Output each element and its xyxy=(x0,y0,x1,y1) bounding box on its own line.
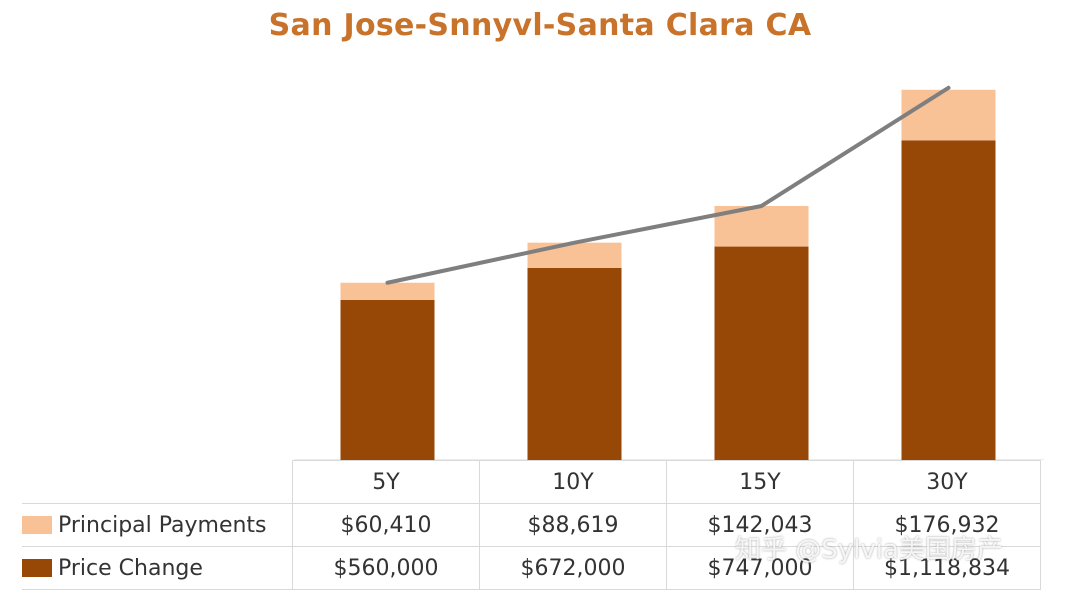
category-label: 15Y xyxy=(666,460,854,504)
category-label: 5Y xyxy=(292,460,480,504)
bar-price-change xyxy=(340,300,435,460)
watermark: 知乎 @Sylvia美国房产 xyxy=(735,535,1003,565)
legend-entry-price: Price Change xyxy=(22,546,293,590)
table-header-row: 5Y 10Y 15Y 30Y xyxy=(22,460,1041,504)
bar-principal-payments xyxy=(527,242,622,268)
data-label: $1,118,834 xyxy=(853,546,1041,590)
legend-swatch-principal xyxy=(22,515,52,534)
data-label: $176,932 xyxy=(853,503,1041,547)
data-label: $60,410 xyxy=(292,503,480,547)
data-label: $88,619 xyxy=(479,503,667,547)
table-corner xyxy=(22,460,293,504)
data-label: $747,000 xyxy=(666,546,854,590)
bar-price-change xyxy=(714,246,809,460)
total-line xyxy=(385,85,951,285)
category-label: 30Y xyxy=(853,460,1041,504)
bar-price-change xyxy=(527,268,622,460)
series-name: Price Change xyxy=(58,555,203,581)
data-table: 5Y 10Y 15Y 30Y Principal Payments $60,41… xyxy=(22,460,1041,590)
bar-principal-payments xyxy=(340,282,435,300)
legend-entry-principal: Principal Payments xyxy=(22,503,293,547)
chart-title: San Jose-Snnyvl-Santa Clara CA xyxy=(268,8,812,43)
legend-swatch-price xyxy=(22,558,52,577)
chart-plot xyxy=(294,85,1044,460)
data-label: $672,000 xyxy=(479,546,667,590)
category-label: 10Y xyxy=(479,460,667,504)
series-name: Principal Payments xyxy=(58,512,267,538)
bar-price-change xyxy=(901,140,996,460)
bar-principal-payments xyxy=(901,89,996,141)
table-row-price: Price Change $560,000 $672,000 $747,000 … xyxy=(22,546,1041,590)
data-label: $560,000 xyxy=(292,546,480,590)
